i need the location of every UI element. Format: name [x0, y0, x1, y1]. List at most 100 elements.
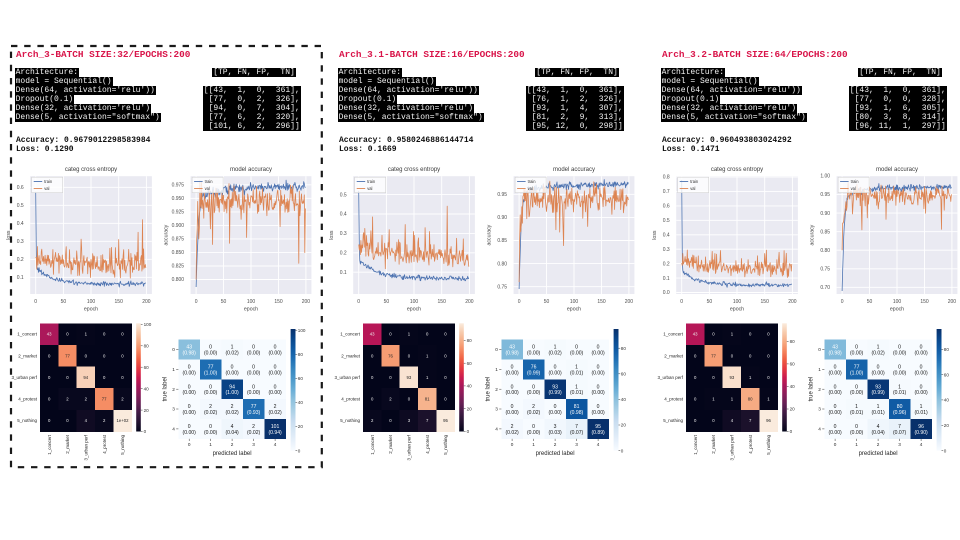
svg-text:3_urban perf: 3_urban perf	[407, 434, 412, 460]
svg-text:(0.00): (0.00)	[268, 370, 282, 376]
svg-text:0: 0	[103, 375, 106, 380]
svg-text:100: 100	[247, 299, 256, 305]
svg-text:150: 150	[597, 299, 606, 305]
svg-text:3: 3	[408, 418, 411, 423]
svg-text:epoch: epoch	[567, 306, 581, 312]
svg-text:0.1: 0.1	[340, 270, 347, 276]
svg-text:(0.02): (0.02)	[505, 430, 519, 436]
svg-text:accuracy: accuracy	[163, 224, 169, 245]
svg-text:1: 1	[172, 367, 175, 372]
svg-text:0: 0	[532, 384, 535, 390]
svg-text:0: 0	[389, 375, 392, 380]
svg-text:43: 43	[47, 332, 52, 337]
svg-text:1: 1	[855, 442, 858, 447]
svg-text:predicted label: predicted label	[536, 451, 575, 457]
svg-text:0.4: 0.4	[340, 212, 347, 218]
svg-text:76: 76	[531, 365, 537, 371]
svg-text:0: 0	[371, 353, 374, 358]
svg-text:1: 1	[731, 397, 734, 402]
svg-text:0: 0	[694, 375, 697, 380]
svg-text:0.3: 0.3	[340, 231, 347, 237]
svg-text:5_nothing: 5_nothing	[443, 435, 448, 455]
svg-text:2_market: 2_market	[711, 434, 716, 454]
svg-text:60: 60	[790, 362, 796, 367]
svg-text:2: 2	[389, 397, 392, 402]
svg-text:(0.02): (0.02)	[225, 350, 239, 356]
svg-text:model accuracy: model accuracy	[553, 167, 595, 173]
svg-text:50: 50	[867, 299, 873, 305]
svg-text:0: 0	[749, 332, 752, 337]
svg-text:3_urban perf: 3_urban perf	[334, 375, 360, 380]
svg-text:80: 80	[144, 344, 150, 349]
svg-text:0: 0	[209, 384, 212, 390]
svg-text:0.8: 0.8	[663, 175, 670, 181]
svg-text:0.2: 0.2	[340, 251, 347, 257]
svg-text:(0.00): (0.00)	[505, 390, 519, 396]
svg-text:0: 0	[818, 347, 821, 352]
svg-text:0: 0	[444, 353, 447, 358]
svg-text:0.5: 0.5	[17, 203, 24, 209]
svg-text:1_concert: 1_concert	[17, 332, 38, 337]
svg-text:80: 80	[944, 347, 950, 352]
svg-text:0.90: 0.90	[820, 211, 830, 217]
svg-text:(0.00): (0.00)	[914, 390, 928, 396]
svg-text:40: 40	[621, 397, 627, 402]
svg-text:train: train	[44, 179, 53, 184]
svg-text:(0.89): (0.89)	[591, 430, 605, 436]
svg-text:80: 80	[790, 339, 796, 344]
svg-text:200: 200	[788, 299, 797, 305]
svg-text:3_urban perf: 3_urban perf	[730, 434, 735, 460]
svg-text:200: 200	[948, 299, 957, 305]
svg-text:4: 4	[731, 418, 734, 423]
svg-text:0: 0	[188, 442, 191, 447]
svg-text:1_concert: 1_concert	[693, 434, 698, 455]
svg-text:0.6: 0.6	[663, 204, 670, 210]
svg-text:100: 100	[298, 328, 306, 333]
svg-text:2: 2	[877, 442, 880, 447]
svg-text:0: 0	[597, 345, 600, 351]
svg-text:1: 1	[767, 397, 770, 402]
svg-text:77: 77	[65, 353, 70, 358]
svg-text:0: 0	[532, 345, 535, 351]
svg-text:0: 0	[877, 365, 880, 371]
svg-text:0.2: 0.2	[17, 257, 24, 263]
svg-text:categ cross entropy: categ cross entropy	[388, 167, 440, 173]
svg-text:60: 60	[144, 365, 150, 370]
svg-text:0: 0	[554, 404, 557, 410]
svg-text:0: 0	[834, 424, 837, 430]
svg-text:1: 1	[575, 365, 578, 371]
svg-text:0.80: 0.80	[497, 261, 507, 267]
svg-text:model accuracy: model accuracy	[230, 167, 272, 173]
svg-text:20: 20	[144, 408, 150, 413]
svg-text:0: 0	[834, 442, 837, 447]
svg-text:1: 1	[231, 345, 234, 351]
svg-text:categ cross entropy: categ cross entropy	[65, 167, 117, 173]
svg-text:2: 2	[818, 387, 821, 392]
svg-text:(0.98): (0.98)	[570, 410, 584, 416]
svg-text:0: 0	[274, 384, 277, 390]
svg-text:43: 43	[370, 332, 375, 337]
svg-text:(0.00): (0.00)	[871, 370, 885, 376]
svg-text:0: 0	[408, 397, 411, 402]
svg-text:(0.00): (0.00)	[548, 370, 562, 376]
svg-text:4_protest: 4_protest	[425, 434, 430, 454]
svg-text:1e+02: 1e+02	[116, 418, 129, 423]
svg-text:0: 0	[252, 345, 255, 351]
svg-text:2: 2	[209, 404, 212, 410]
svg-text:(0.00): (0.00)	[914, 350, 928, 356]
svg-text:(0.01): (0.01)	[871, 410, 885, 416]
svg-text:80: 80	[897, 404, 903, 410]
svg-text:0: 0	[408, 353, 411, 358]
svg-text:1_concert: 1_concert	[663, 332, 684, 337]
svg-text:train: train	[528, 179, 537, 184]
svg-text:7: 7	[575, 424, 578, 430]
svg-text:0: 0	[252, 365, 255, 371]
svg-text:0: 0	[252, 384, 255, 390]
svg-text:(0.00): (0.00)	[591, 350, 605, 356]
svg-text:0: 0	[898, 345, 901, 351]
svg-text:loss: loss	[6, 230, 12, 240]
svg-text:(0.00): (0.00)	[527, 350, 541, 356]
svg-text:0: 0	[898, 365, 901, 371]
svg-text:60: 60	[621, 372, 627, 377]
svg-text:train: train	[205, 179, 214, 184]
